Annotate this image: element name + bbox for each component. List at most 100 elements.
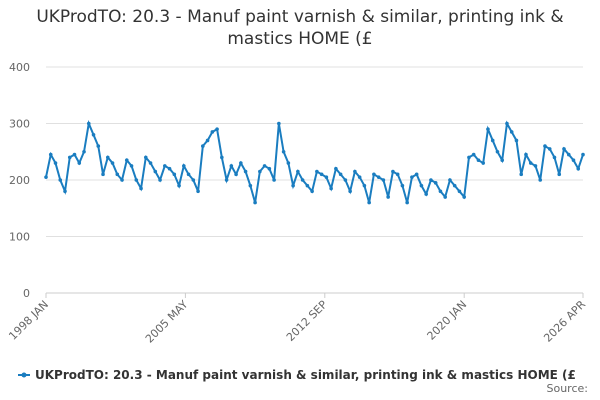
point [419,183,424,188]
legend-label[interactable]: UKProdTO: 20.3 - Manuf paint varnish & s… [35,368,576,382]
point [410,175,414,179]
y-tick-label: 400 [9,61,30,74]
point [486,127,490,131]
point [182,164,186,168]
point [433,181,438,185]
point [177,183,181,188]
point [562,147,566,151]
point [277,121,281,126]
point [153,169,158,174]
point [391,169,395,174]
point [315,169,319,174]
point [576,166,581,171]
point [220,155,224,160]
point [134,178,139,182]
point [229,164,234,168]
point [101,172,105,177]
point [338,172,343,177]
point [205,138,210,143]
point [543,144,547,148]
point [215,127,219,131]
point [115,172,120,177]
point [86,121,91,126]
point [581,152,585,157]
point [191,178,196,182]
point [386,195,390,199]
point [566,152,571,157]
x-tick-label: 2012 SEP [284,298,330,344]
legend-marker [21,372,27,378]
source: Source: [547,382,589,395]
point [139,186,143,191]
point [262,164,267,168]
x-tick-label: 2020 JAN [425,298,470,343]
point [481,161,486,165]
point [424,192,428,196]
point [163,164,167,168]
x-tick-label: 1998 JAN [6,298,51,343]
point [300,178,305,182]
point [405,200,409,205]
point [58,178,63,182]
point [196,189,200,194]
point [362,183,367,188]
point [353,169,357,174]
point [343,178,348,182]
point [82,149,86,154]
point [467,155,471,160]
point [186,172,191,177]
point [248,183,253,188]
y-tick-label: 100 [9,231,30,244]
point [158,178,162,182]
point [281,149,286,154]
point [348,189,352,194]
point [524,152,528,157]
point [547,147,552,151]
point [72,152,77,157]
point [110,161,115,165]
point [557,172,562,177]
point [67,155,72,160]
point [53,161,58,165]
point [528,161,533,165]
y-tick-label: 300 [9,118,30,131]
point [381,178,386,182]
point [324,175,329,179]
point [129,164,134,168]
point [505,121,509,126]
point [509,130,514,134]
point [239,161,243,165]
point [476,158,481,163]
chart-title: UKProdTO: 20.3 - Manuf paint varnish & s… [36,7,564,49]
point [462,195,466,199]
point [258,169,262,174]
point [143,155,148,160]
plot: 0 100 200 300 400 1998 JAN 2005 MAY 2012 SEP 202… [6,61,588,346]
point [452,183,457,188]
point [319,172,324,177]
point [519,172,524,177]
point [48,152,53,157]
point [272,178,276,182]
point [471,152,476,157]
point [310,189,314,194]
point [414,172,419,177]
point [96,144,101,148]
point [148,161,153,165]
point [172,172,177,177]
point [376,175,381,179]
point [167,166,172,171]
y-tick-label: 0 [23,287,30,300]
point [429,178,433,182]
point [400,183,405,188]
point [552,155,557,160]
point [253,200,257,205]
point [490,138,495,143]
point [395,172,400,177]
point [571,158,576,163]
legend-clip [586,360,600,400]
point [234,172,238,177]
point [63,189,67,194]
point [367,200,371,205]
